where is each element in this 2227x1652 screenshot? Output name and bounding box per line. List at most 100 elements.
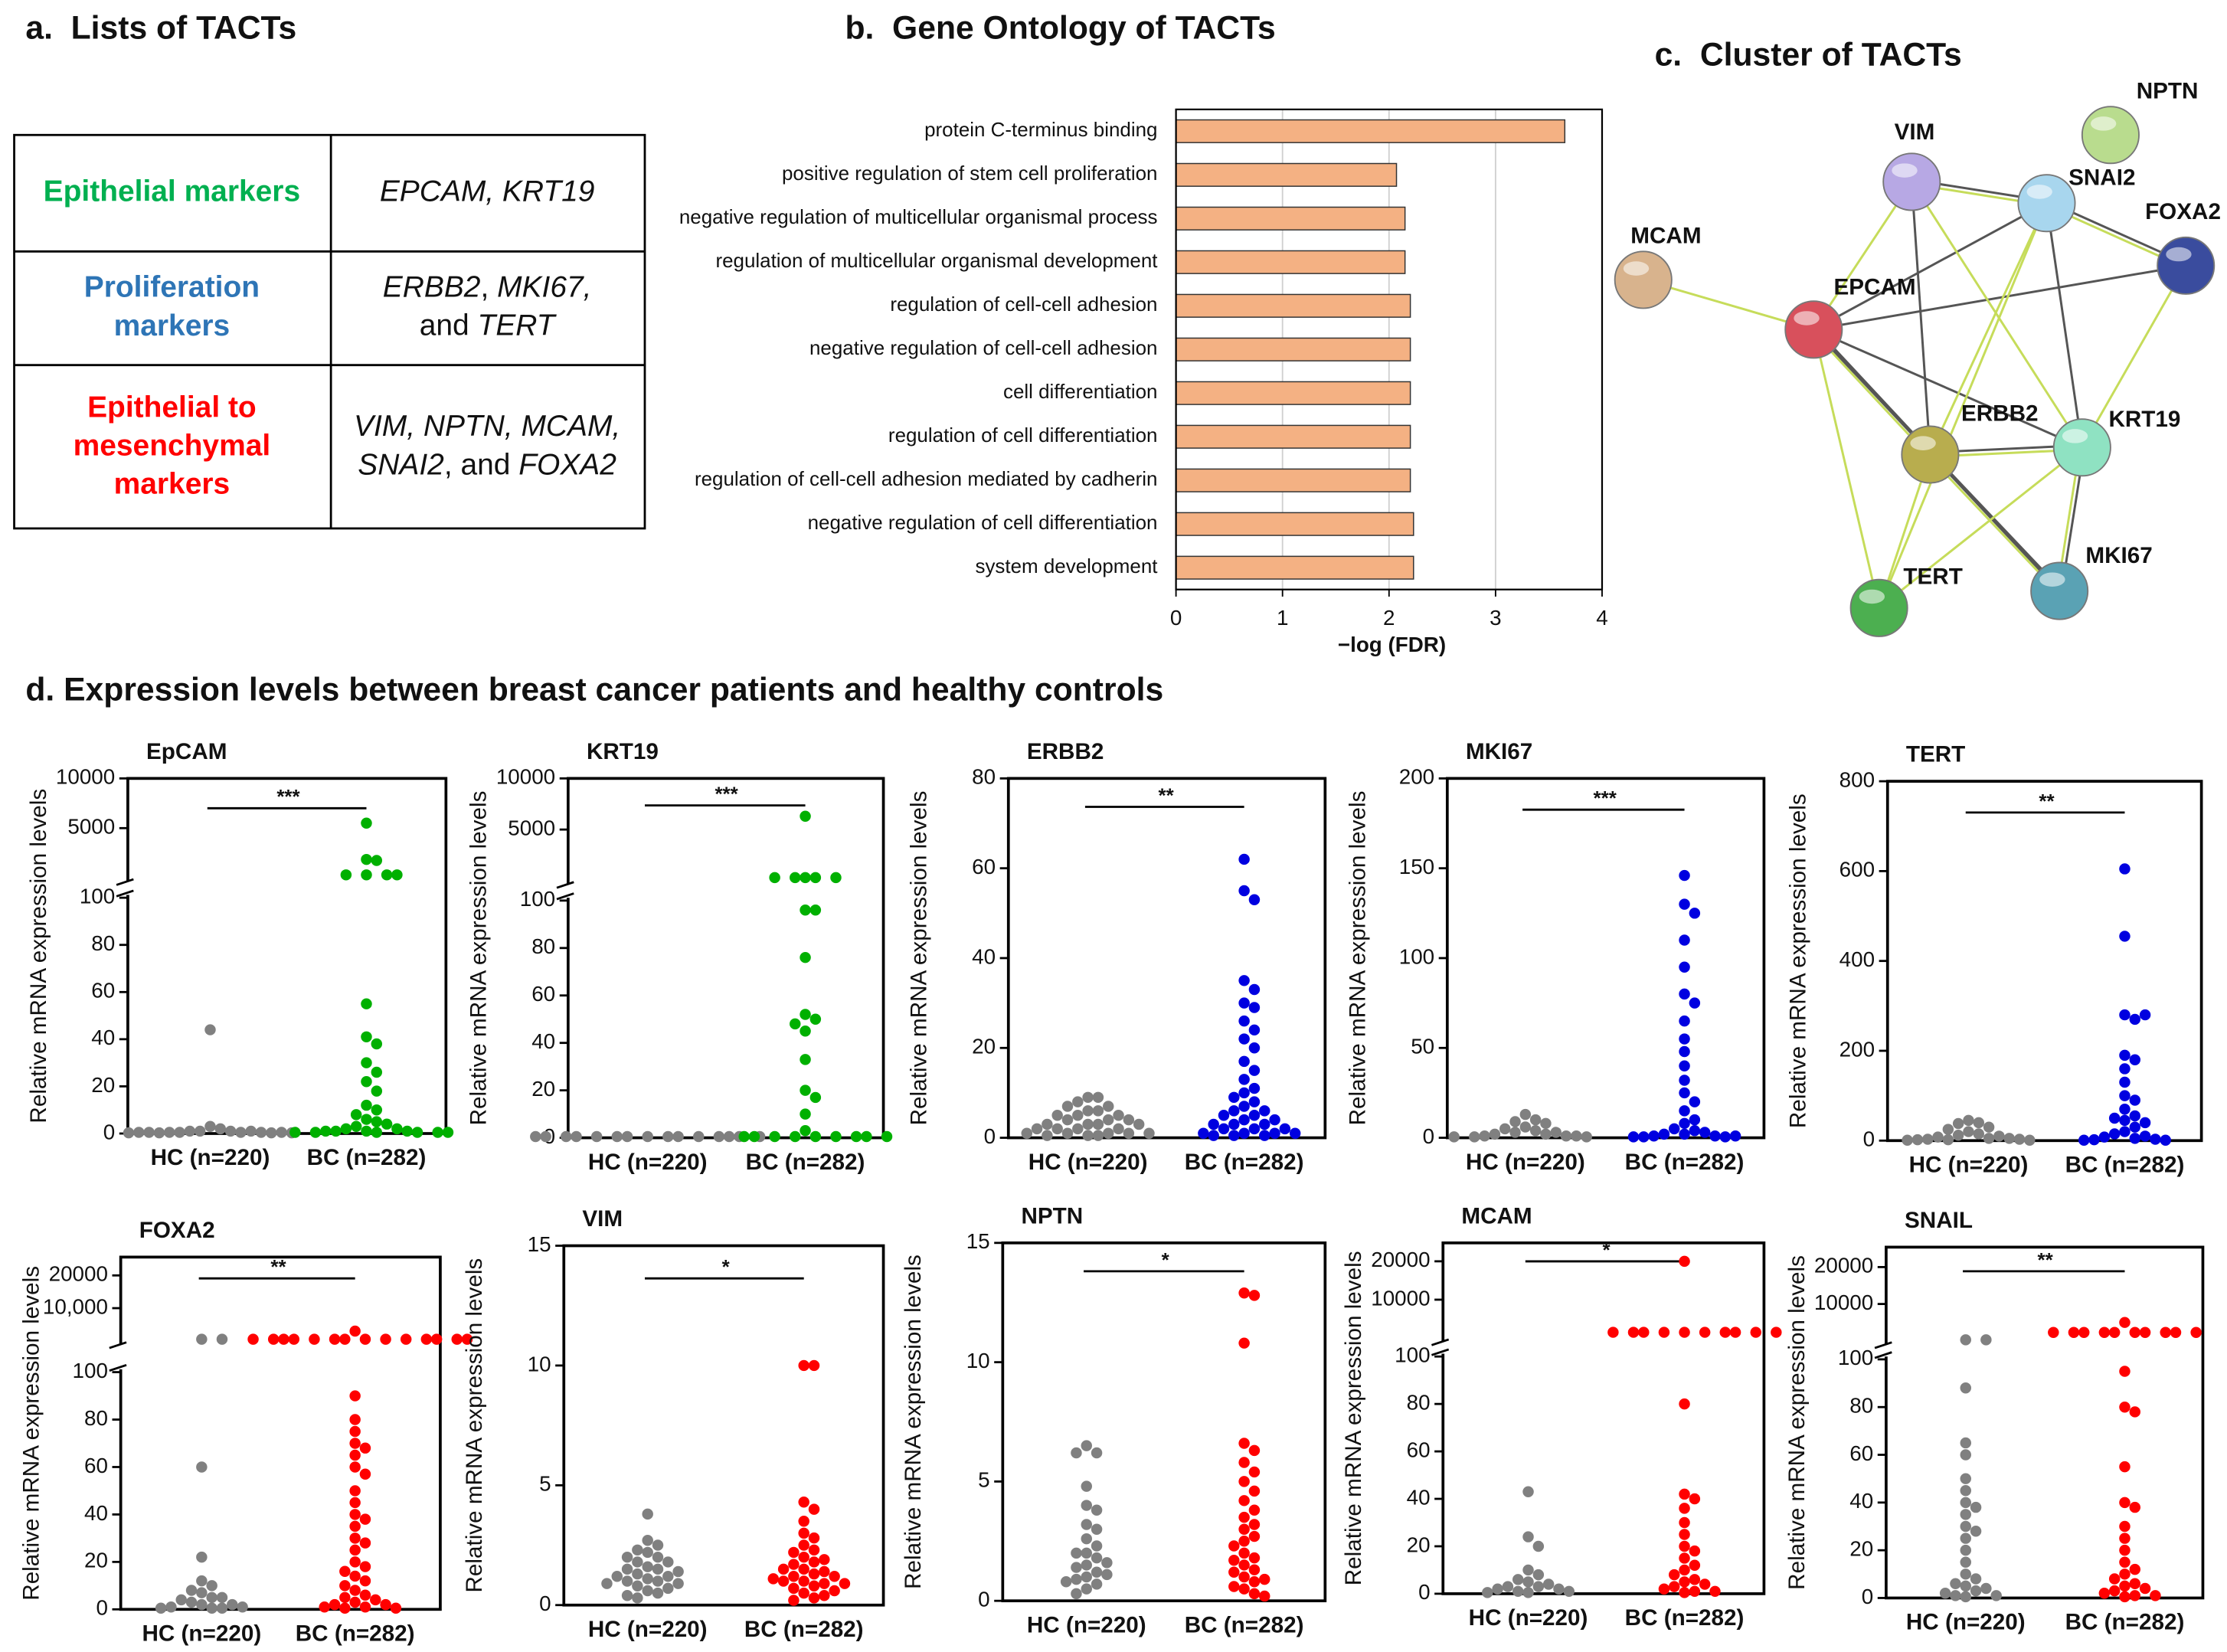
node-label: ERBB2 [1961, 401, 2039, 426]
y-tick-label: 100 [73, 1359, 108, 1382]
panel-title: a. Lists of TACTs [25, 9, 296, 46]
data-point [1679, 1488, 1690, 1500]
data-point [790, 1018, 801, 1030]
data-point [1553, 1583, 1565, 1595]
data-point [800, 1125, 811, 1137]
network-edge [2045, 203, 2084, 448]
data-point [1950, 1578, 1961, 1590]
data-point [632, 1580, 643, 1591]
data-point [1532, 1581, 1545, 1592]
data-point [540, 1130, 551, 1143]
chart-title: EpCAM [146, 739, 227, 764]
data-point [672, 1130, 684, 1143]
data-point [1679, 1117, 1690, 1130]
data-point [1228, 1091, 1240, 1104]
node-highlight [2166, 247, 2192, 262]
data-point [1679, 934, 1690, 946]
data-point [1542, 1578, 1555, 1590]
y-tick-label: 60 [1849, 1441, 1873, 1465]
data-point [1248, 1466, 1261, 1478]
data-point [2119, 1533, 2131, 1544]
data-point [359, 1561, 371, 1572]
data-point [1248, 1290, 1261, 1301]
significance-label: ** [2038, 1248, 2054, 1271]
data-point [143, 1127, 155, 1138]
data-point [164, 1127, 175, 1138]
data-point [1719, 1327, 1732, 1338]
data-point [1980, 1582, 1992, 1595]
data-point [2129, 1133, 2141, 1144]
data-point [1208, 1130, 1219, 1141]
data-point [196, 1461, 208, 1473]
data-point [713, 1130, 725, 1143]
data-point [204, 1024, 216, 1035]
data-point [632, 1556, 643, 1568]
data-point [2024, 1134, 2036, 1146]
y-tick-label: 0 [1862, 1585, 1873, 1608]
data-point [642, 1573, 653, 1585]
data-point [808, 1556, 820, 1568]
data-point [1960, 1569, 1971, 1580]
y-tick-label: 60 [531, 982, 555, 1006]
axis-break [109, 1341, 127, 1349]
data-point [1679, 1540, 1690, 1552]
data-point [798, 1497, 809, 1508]
data-point [339, 1602, 351, 1614]
table-row-label: Proliferation [84, 271, 260, 304]
data-point [808, 1580, 820, 1591]
data-point [1679, 1075, 1690, 1086]
data-point [1101, 1569, 1113, 1581]
plot-frame [1441, 1241, 1766, 1595]
data-point [1103, 1101, 1114, 1112]
data-point [1248, 1519, 1261, 1530]
data-point [1963, 1114, 1974, 1127]
data-point [2108, 1573, 2121, 1585]
y-tick-label: 20000 [49, 1262, 108, 1286]
data-point [1143, 1127, 1155, 1139]
y-tick-label: negative regulation of multicellular org… [679, 205, 1158, 228]
data-point [560, 1130, 572, 1143]
data-point [320, 1125, 332, 1137]
data-point [2150, 1134, 2161, 1145]
data-point [361, 853, 372, 865]
y-tick-label: 60 [84, 1454, 108, 1477]
data-point [2119, 1104, 2131, 1115]
data-point [1902, 1134, 1913, 1146]
data-point [1238, 1571, 1250, 1583]
y-tick-label: 0 [1863, 1127, 1875, 1151]
data-point [2160, 1134, 2171, 1146]
data-point [788, 1595, 800, 1606]
node-highlight [1859, 589, 1885, 604]
x-tick-label: HC (n=220) [1028, 1150, 1148, 1175]
chart-title: TERT [1906, 742, 1965, 767]
data-point [611, 1570, 623, 1582]
y-tick-label: 5000 [67, 815, 115, 839]
data-point [1522, 1486, 1534, 1497]
significance-label: *** [1594, 787, 1617, 810]
data-point [1960, 1382, 1971, 1394]
data-point [1669, 1581, 1680, 1592]
data-point [1081, 1583, 1092, 1595]
data-point [1529, 1124, 1542, 1137]
data-point [1091, 1504, 1103, 1516]
network-edge [1813, 264, 2186, 331]
y-tick-label: 0 [1418, 1580, 1430, 1604]
y-tick-label: 80 [972, 765, 996, 789]
data-point [1952, 1130, 1964, 1141]
data-point [340, 869, 352, 881]
data-point [1952, 1117, 1964, 1130]
y-tick-label: regulation of multicellular organismal d… [715, 249, 1158, 272]
data-point [2098, 1327, 2111, 1338]
data-point [196, 1551, 208, 1563]
data-point [2129, 1327, 2141, 1338]
y-tick-label: regulation of cell-cell adhesion [890, 293, 1157, 316]
node-label: NPTN [2137, 78, 2199, 103]
axis-break [556, 892, 574, 901]
network-edge [1929, 202, 2048, 456]
node-highlight [1794, 311, 1820, 325]
y-tick-label: 10000 [56, 765, 115, 789]
data-point [1970, 1585, 1982, 1597]
data-point [1993, 1130, 2005, 1142]
data-point [1092, 1105, 1104, 1117]
data-point [1248, 1485, 1261, 1497]
